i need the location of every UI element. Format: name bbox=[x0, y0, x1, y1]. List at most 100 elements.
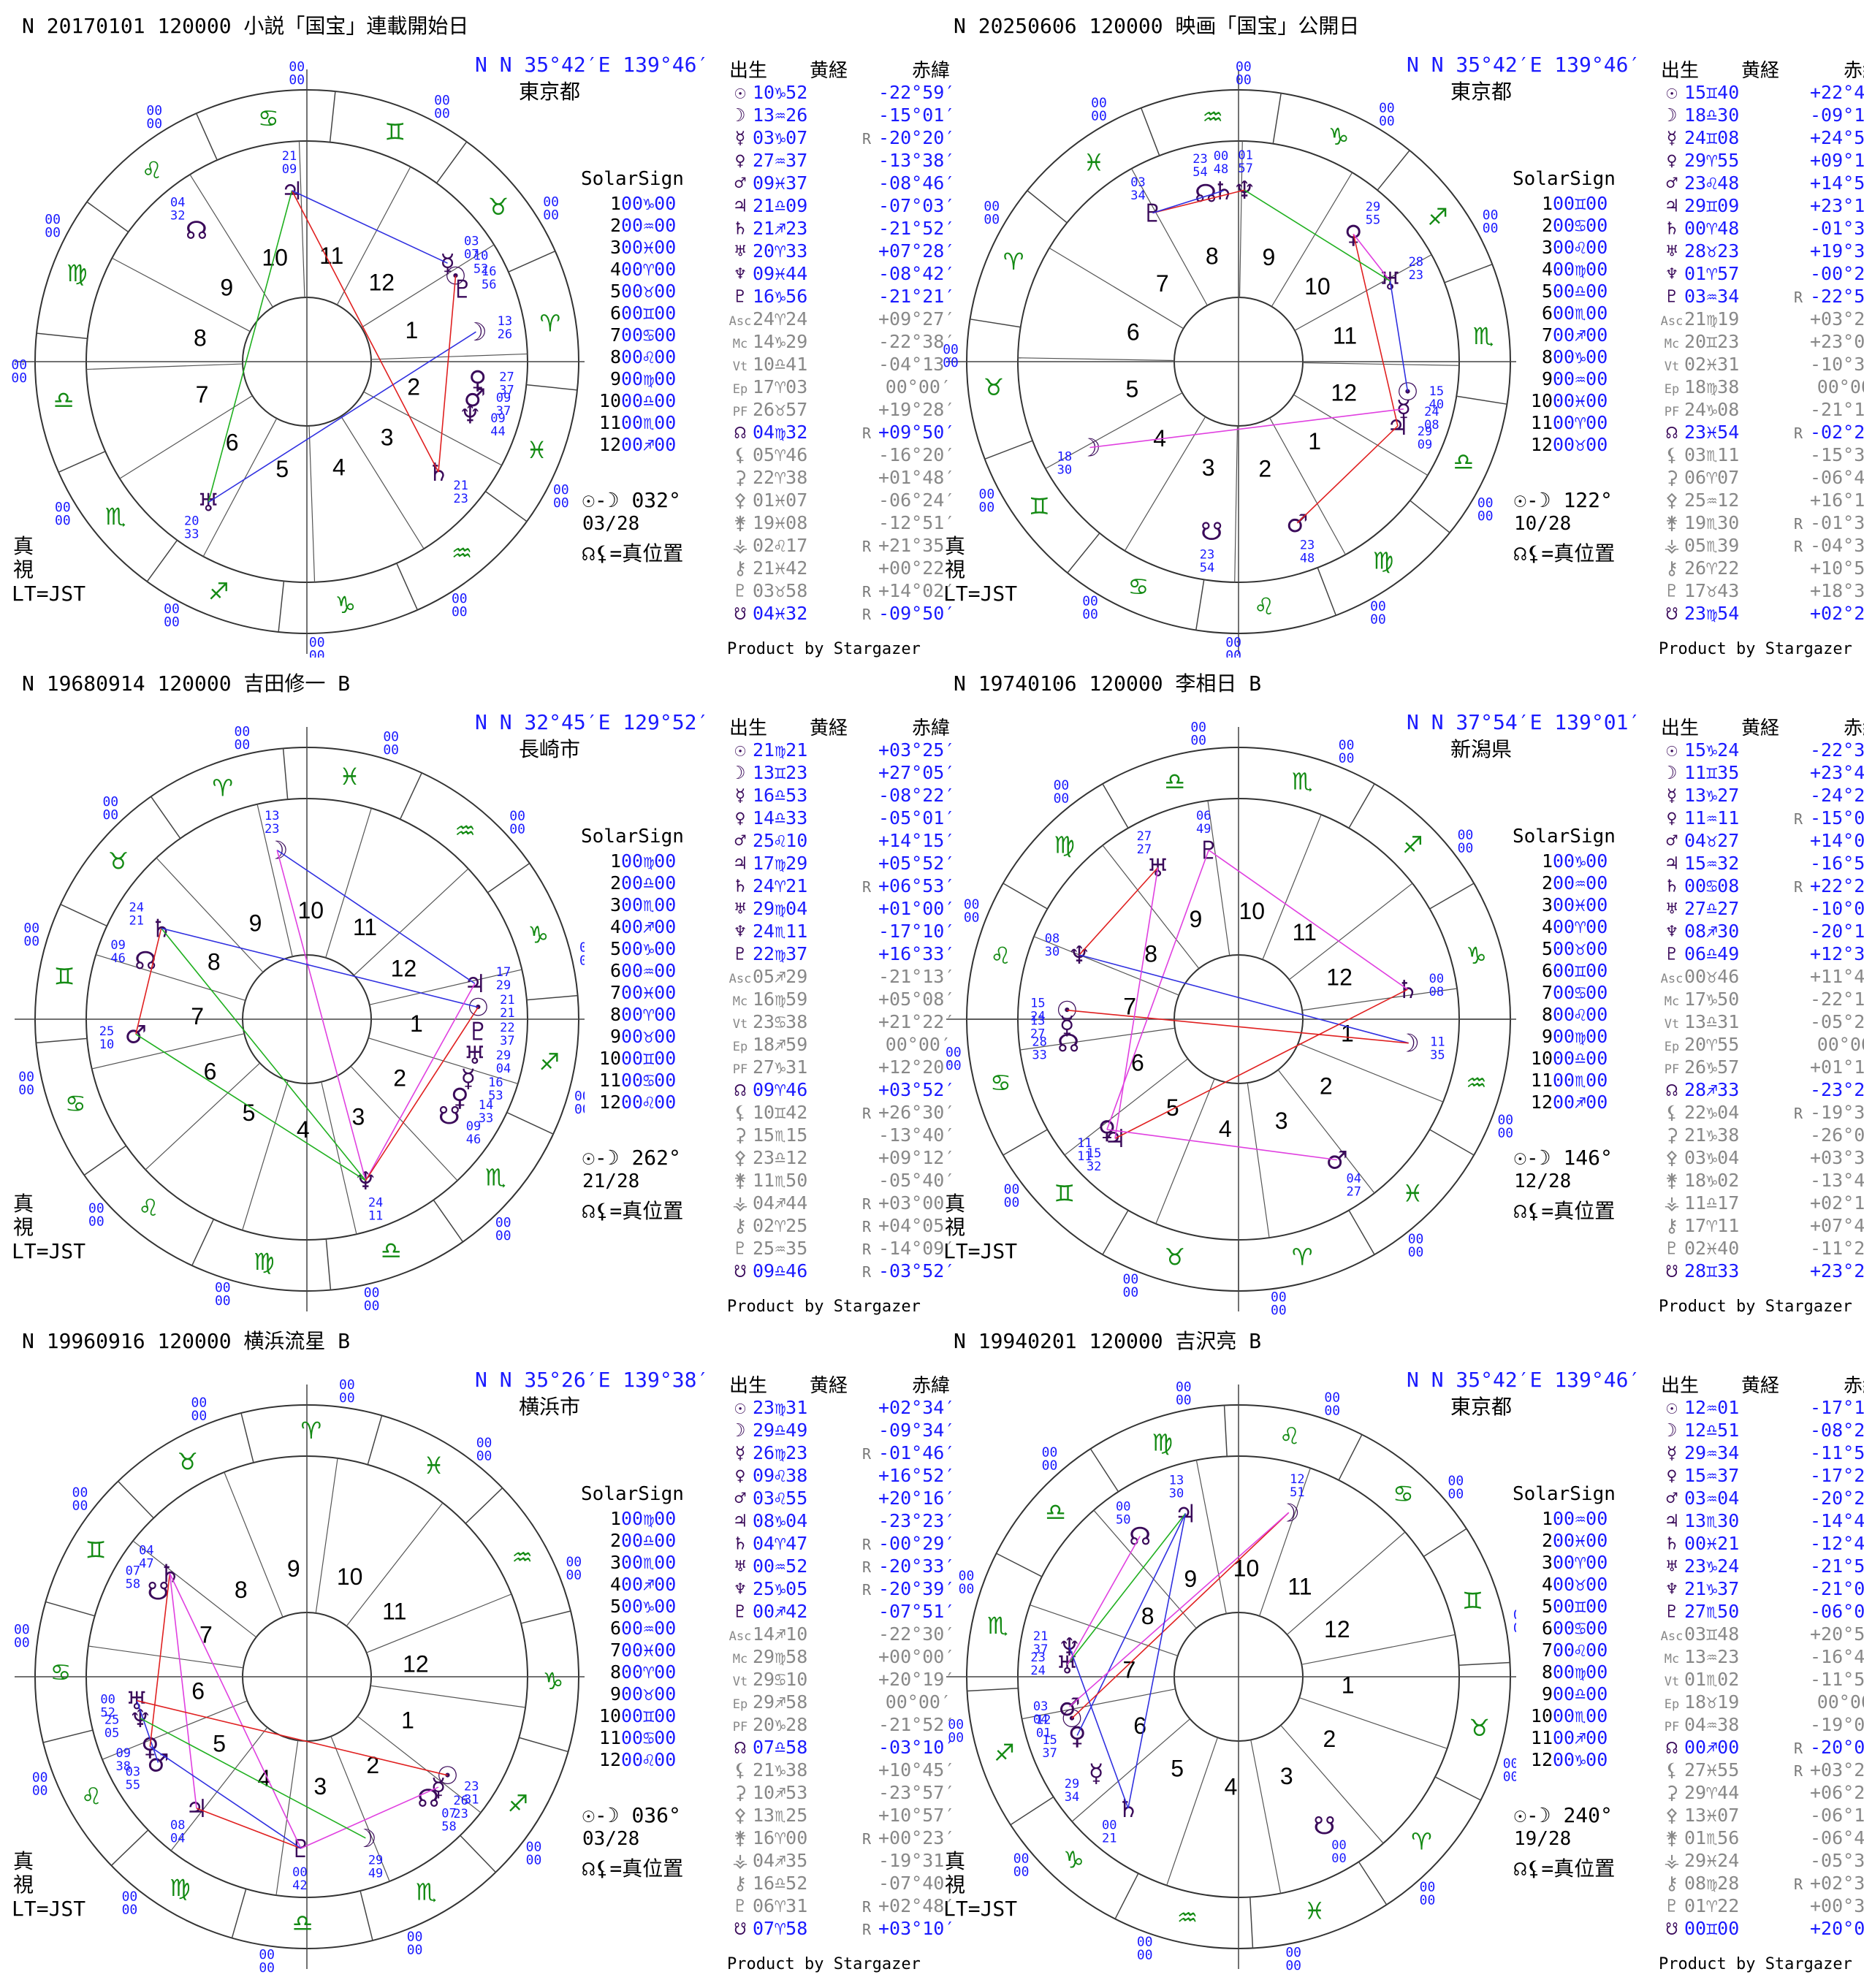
planet-degree: 29 bbox=[1366, 200, 1380, 215]
planet-degree: 16 bbox=[482, 264, 496, 279]
planet-minute: 21 bbox=[1102, 1832, 1117, 1846]
planet-declination: +12°20′ bbox=[878, 1056, 956, 1078]
planet-row: ⚸ 21♑38 +10°45′ bbox=[728, 1759, 956, 1782]
planet-minute: 48 bbox=[1300, 551, 1315, 565]
house-number: 10 bbox=[337, 1564, 363, 1590]
house-number: 2 bbox=[1323, 1726, 1336, 1752]
house-index: 7 bbox=[1541, 324, 1553, 346]
planet-declination: -02°25′ bbox=[1810, 422, 1864, 443]
zodiac-sign-glyph: ♑ bbox=[1063, 1846, 1084, 1873]
house-number: 7 bbox=[191, 1003, 204, 1029]
planet-declination: +14°15′ bbox=[878, 830, 956, 851]
planet-row: ♅28♉23+19°35′ bbox=[1659, 240, 1864, 263]
planet-degree: 23 bbox=[1300, 538, 1315, 552]
planet-row: ♃29♊09+23°15′ bbox=[1659, 195, 1864, 218]
cusp-degree-label: 00 bbox=[579, 940, 585, 955]
solar-sign-row: 900♍00 bbox=[592, 368, 676, 389]
house-number: 8 bbox=[1206, 243, 1219, 269]
solar-sign-value: 00♈00 bbox=[621, 1004, 677, 1025]
planet-row: ♃ 08♑04 -23°23′ bbox=[728, 1510, 955, 1533]
planet-row: ☋23♍54+02°25′ bbox=[1659, 603, 1864, 625]
planet-declination: +01°00′ bbox=[878, 898, 956, 919]
planet-symbol: ♀ bbox=[734, 1465, 746, 1486]
planet-row: ♇ 22♍37 +16°33′ bbox=[728, 943, 955, 966]
location-city: 長崎市 bbox=[519, 737, 581, 761]
planet-glyph: ♂ bbox=[1286, 509, 1308, 538]
cusp-degree-label: 00 bbox=[1379, 100, 1395, 115]
cusp-minute-label: 00 bbox=[1379, 113, 1395, 129]
solar-sign-value: 00♉00 bbox=[621, 1026, 677, 1047]
planet-declination: +05°08′ bbox=[878, 989, 956, 1010]
sign-divider bbox=[196, 113, 218, 161]
zodiac-sign-glyph: ♉ bbox=[177, 1447, 198, 1475]
planet-longitude: 21♍21 bbox=[753, 739, 808, 761]
house-cusp bbox=[1033, 936, 1179, 996]
planet-longitude: 01♏02 bbox=[1684, 1669, 1740, 1690]
planet-longitude: 24♏11 bbox=[753, 921, 808, 942]
planet-declination: +09°12′ bbox=[1810, 150, 1864, 171]
house-index: 2 bbox=[1541, 1530, 1553, 1551]
planet-declination: -11°50′ bbox=[1810, 1669, 1864, 1690]
planet-declination: +20°54′ bbox=[1810, 1623, 1864, 1645]
planet-row: ♅ 00♒52 R -20°33′ bbox=[728, 1555, 955, 1578]
planet-declination: -22°15′ bbox=[1810, 989, 1864, 1010]
planet-row: Mc 14♑29 -22°38′ bbox=[728, 331, 956, 354]
chart-panel: ♏ 00 00 7 ♎ 00 00 8 ♍ 00 00 9 ♌ 00 00 10 ♋ 00 00 11 ♊ 00 00 12 ♉… bbox=[932, 1315, 1864, 1973]
planet-minute: 38 bbox=[116, 1759, 131, 1774]
planet-longitude: 00♐42 bbox=[753, 1601, 808, 1622]
solar-sign-value: 00♈00 bbox=[1553, 1552, 1608, 1573]
house-number: 5 bbox=[1126, 376, 1139, 402]
product-credit: Product by Stargazer bbox=[1659, 1298, 1852, 1316]
solar-sign-value: 00♍00 bbox=[621, 850, 677, 872]
house-index: 4 bbox=[609, 1574, 621, 1595]
planet-degree: 00 bbox=[1116, 1500, 1130, 1515]
planet-longitude: 18♉19 bbox=[1684, 1691, 1740, 1713]
planet-longitude: 11♏50 bbox=[753, 1170, 808, 1191]
house-number: 1 bbox=[1341, 1020, 1354, 1046]
house-cusp bbox=[102, 1700, 248, 1760]
planet-longitude: 23♋38 bbox=[753, 1011, 808, 1032]
zodiac-sign-glyph: ♓ bbox=[1084, 148, 1105, 176]
cusp-degree-label: 00 bbox=[1123, 1271, 1139, 1287]
cusp-degree-label: 00 bbox=[14, 1622, 30, 1637]
aspect-line bbox=[1296, 425, 1399, 524]
retrograde-flag: R bbox=[1794, 538, 1803, 555]
cusp-minute-label: 00 bbox=[495, 1228, 511, 1244]
planet-declination: 00°00′ bbox=[885, 1691, 951, 1713]
planet-symbol: PF bbox=[1664, 1062, 1680, 1077]
aspect-line bbox=[1353, 234, 1399, 427]
retrograde-flag: R bbox=[862, 1898, 872, 1916]
planet-longitude: 26♉57 bbox=[753, 399, 808, 420]
house-number: 10 bbox=[262, 245, 288, 271]
zodiac-sign-glyph: ♊ bbox=[1029, 492, 1050, 520]
planet-symbol: ♅ bbox=[734, 240, 746, 262]
planet-declination: -23°57′ bbox=[878, 1782, 956, 1803]
house-index: 12 bbox=[598, 434, 621, 455]
planet-row: ⚶29♓24-05°34′ bbox=[1659, 1850, 1864, 1873]
zodiac-sign-glyph: ♉ bbox=[107, 847, 129, 875]
planet-symbol: Ep bbox=[1664, 1040, 1680, 1054]
solar-sign-row: 200♒00 bbox=[592, 215, 676, 236]
planet-row: ⚷26♈22+10°51′ bbox=[1659, 557, 1864, 580]
house-index: 4 bbox=[1541, 259, 1553, 280]
house-index: 1 bbox=[1541, 1508, 1553, 1529]
house-index: 10 bbox=[1530, 390, 1553, 411]
aspect-line bbox=[135, 1033, 366, 1181]
planet-declination: +10°57′ bbox=[878, 1805, 956, 1826]
solar-sign-row: 500♑00 bbox=[592, 938, 676, 959]
planet-symbol: ♃ bbox=[1666, 853, 1678, 874]
house-cusp bbox=[330, 1736, 390, 1882]
solar-sign-value: 00♒00 bbox=[621, 215, 677, 236]
solar-sign-value: 00♐00 bbox=[621, 434, 677, 455]
house-cusp bbox=[1049, 247, 1184, 330]
planet-symbol: ♆ bbox=[1666, 1578, 1678, 1599]
house-index: 7 bbox=[609, 982, 621, 1003]
planet-declination: -21°06′ bbox=[1810, 1578, 1864, 1599]
house-number: 4 bbox=[1225, 1774, 1238, 1800]
cusp-degree-label: 00 bbox=[146, 103, 162, 118]
planet-longitude: 10♑52 bbox=[753, 82, 808, 103]
planet-declination: +02°34′ bbox=[1810, 1873, 1864, 1894]
phase-label: ☉-☽ bbox=[1514, 1803, 1551, 1827]
planet-longitude: 25♒12 bbox=[1684, 490, 1740, 511]
